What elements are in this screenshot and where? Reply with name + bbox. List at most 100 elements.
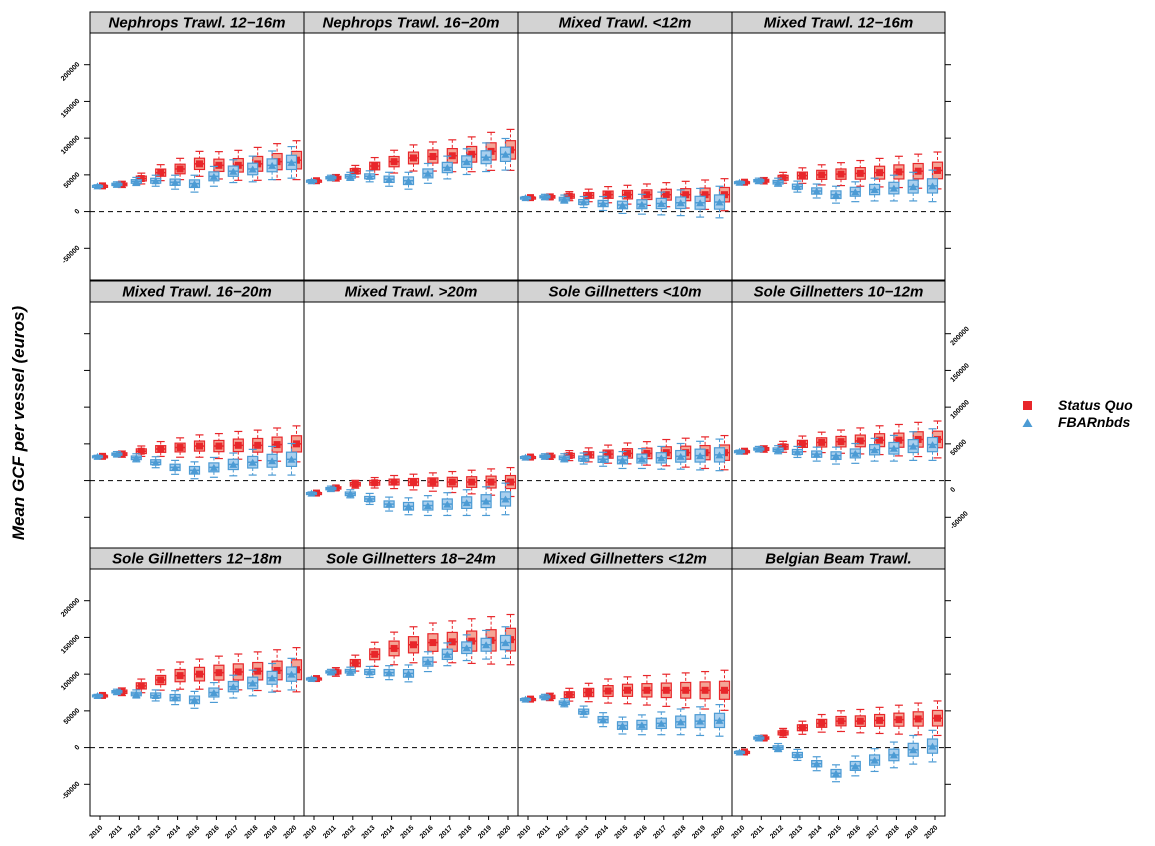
x-tick-label: 2018 [885,824,901,840]
fbar-point [637,721,646,729]
fbar-point [385,175,394,183]
status-quo-point [585,689,593,696]
status-quo-point [856,169,864,177]
fbar-point [229,167,238,175]
status-quo-point [662,686,670,694]
fbar-point [793,751,802,759]
fbar-point [112,688,121,696]
status-quo-point [176,165,184,173]
status-quo-point [254,667,262,675]
y-tick-label: -50000 [61,245,81,265]
x-tick-label: 2018 [244,824,260,840]
status-quo-point [818,719,826,727]
y-tick-label: 50000 [949,438,968,457]
fbar-point [754,177,763,185]
fbar-point [889,444,898,452]
fbar-point [870,756,879,764]
x-tick-label: 2015 [827,824,843,840]
fbar-point [346,172,355,180]
status-quo-point [876,169,884,177]
fbar-point [579,708,588,716]
status-quo-point [585,451,593,459]
fbar-point [229,460,238,468]
status-quo-point [371,650,379,658]
x-tick-label: 2010 [302,824,318,840]
status-quo-point [215,161,223,169]
panel-frame [89,301,305,550]
panel: Sole Gillnetters 10−12m -50000 0 50000 10000… [731,280,971,550]
panel-frame [731,32,946,281]
status-quo-point [643,191,651,199]
status-quo-point [701,686,709,694]
fbar-point [637,200,646,208]
x-tick-label: 2011 [322,824,338,840]
fbar-point [443,650,452,658]
x-tick-label: 2019 [263,824,279,840]
status-quo-point [176,444,184,452]
status-quo-point [837,170,845,178]
panel: Mixed Trawl. <12m [517,11,733,281]
x-tick-label: 2013 [147,824,163,840]
status-quo-point [371,162,379,170]
status-quo-point [643,449,651,457]
x-tick-label: 2012 [341,824,357,840]
fbar-point [909,746,918,754]
legend: Status Quo FBARnbds [1022,397,1133,430]
fbar-point [618,722,627,730]
fbar-point [637,455,646,463]
panel-frame [731,568,946,817]
status-quo-point [895,436,903,444]
panel: Sole Gillnetters <10m [517,280,733,550]
status-quo-point [876,716,884,724]
y-tick-label: 100000 [949,399,971,421]
y-tick-label: 200000 [60,597,82,619]
fbar-point [423,502,432,510]
status-quo-point [448,152,456,160]
panel: Belgian Beam Trawl.2010 2011 2012 2013 2014 2… [730,547,951,840]
fbar-point [832,769,840,777]
panel-frame [731,301,946,550]
status-quo-point [779,729,787,737]
x-tick-label: 2018 [672,824,688,840]
fbar-point [385,669,394,677]
status-quo-point [410,154,417,162]
fbar-point [851,449,860,457]
y-tick-label: -50000 [949,510,969,530]
status-quo-point [779,174,787,182]
y-tick-label: 0 [74,744,82,752]
fbar-point [151,177,160,185]
fbar-point [579,198,588,206]
fbar-point [928,441,937,449]
status-quo-point [254,441,262,449]
panel-title: Nephrops Trawl. 12−16m [109,15,286,32]
x-tick-label: 2012 [769,824,785,840]
panel: Mixed Trawl. 16−20m [84,280,305,550]
fbar-point [93,452,102,460]
fbar-point [326,668,335,676]
status-quo-point [234,668,242,676]
y-tick-label: 0 [949,486,957,494]
fbar-point [268,161,277,169]
x-tick-label: 2020 [496,824,512,840]
y-tick-label: 50000 [63,707,82,726]
status-quo-point [604,450,612,458]
fbar-point [482,153,491,161]
x-tick-label: 2020 [282,824,298,840]
fbar-point [132,177,141,185]
x-tick-label: 2014 [808,824,824,840]
fbar-point [385,500,394,508]
status-quo-point [137,447,145,455]
fbar-point [851,188,860,196]
x-tick-label: 2011 [536,824,552,840]
status-quo-point [137,682,145,690]
fbar-point [735,748,744,756]
fbar-point [599,455,608,463]
status-quo-point [914,167,922,175]
fbar-point [423,658,432,666]
fbar-point [326,174,335,182]
fbar-point [928,742,937,750]
status-quo-point [215,442,223,450]
